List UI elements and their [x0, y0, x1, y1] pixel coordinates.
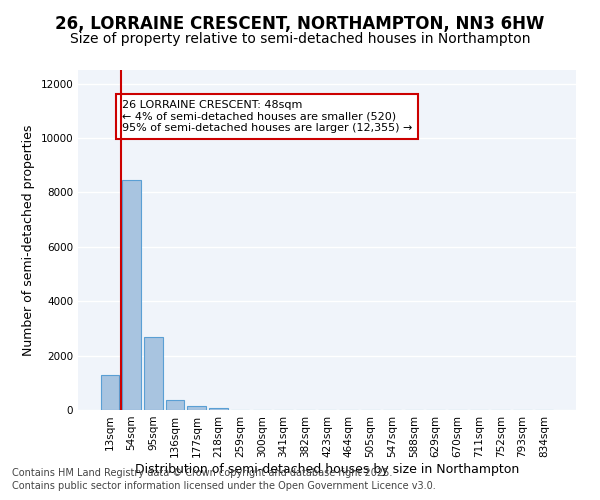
- Bar: [209, 408, 227, 410]
- Text: Contains public sector information licensed under the Open Government Licence v3: Contains public sector information licen…: [12, 481, 436, 491]
- Bar: [166, 400, 184, 410]
- Bar: [187, 406, 206, 410]
- Bar: [122, 180, 141, 410]
- Text: Contains HM Land Registry data © Crown copyright and database right 2025.: Contains HM Land Registry data © Crown c…: [12, 468, 392, 477]
- X-axis label: Distribution of semi-detached houses by size in Northampton: Distribution of semi-detached houses by …: [135, 462, 519, 475]
- Text: 26, LORRAINE CRESCENT, NORTHAMPTON, NN3 6HW: 26, LORRAINE CRESCENT, NORTHAMPTON, NN3 …: [55, 15, 545, 33]
- Text: 26 LORRAINE CRESCENT: 48sqm
← 4% of semi-detached houses are smaller (520)
95% o: 26 LORRAINE CRESCENT: 48sqm ← 4% of semi…: [122, 100, 412, 133]
- Text: Size of property relative to semi-detached houses in Northampton: Size of property relative to semi-detach…: [70, 32, 530, 46]
- Bar: [101, 374, 119, 410]
- Y-axis label: Number of semi-detached properties: Number of semi-detached properties: [22, 124, 35, 356]
- Bar: [144, 336, 163, 410]
